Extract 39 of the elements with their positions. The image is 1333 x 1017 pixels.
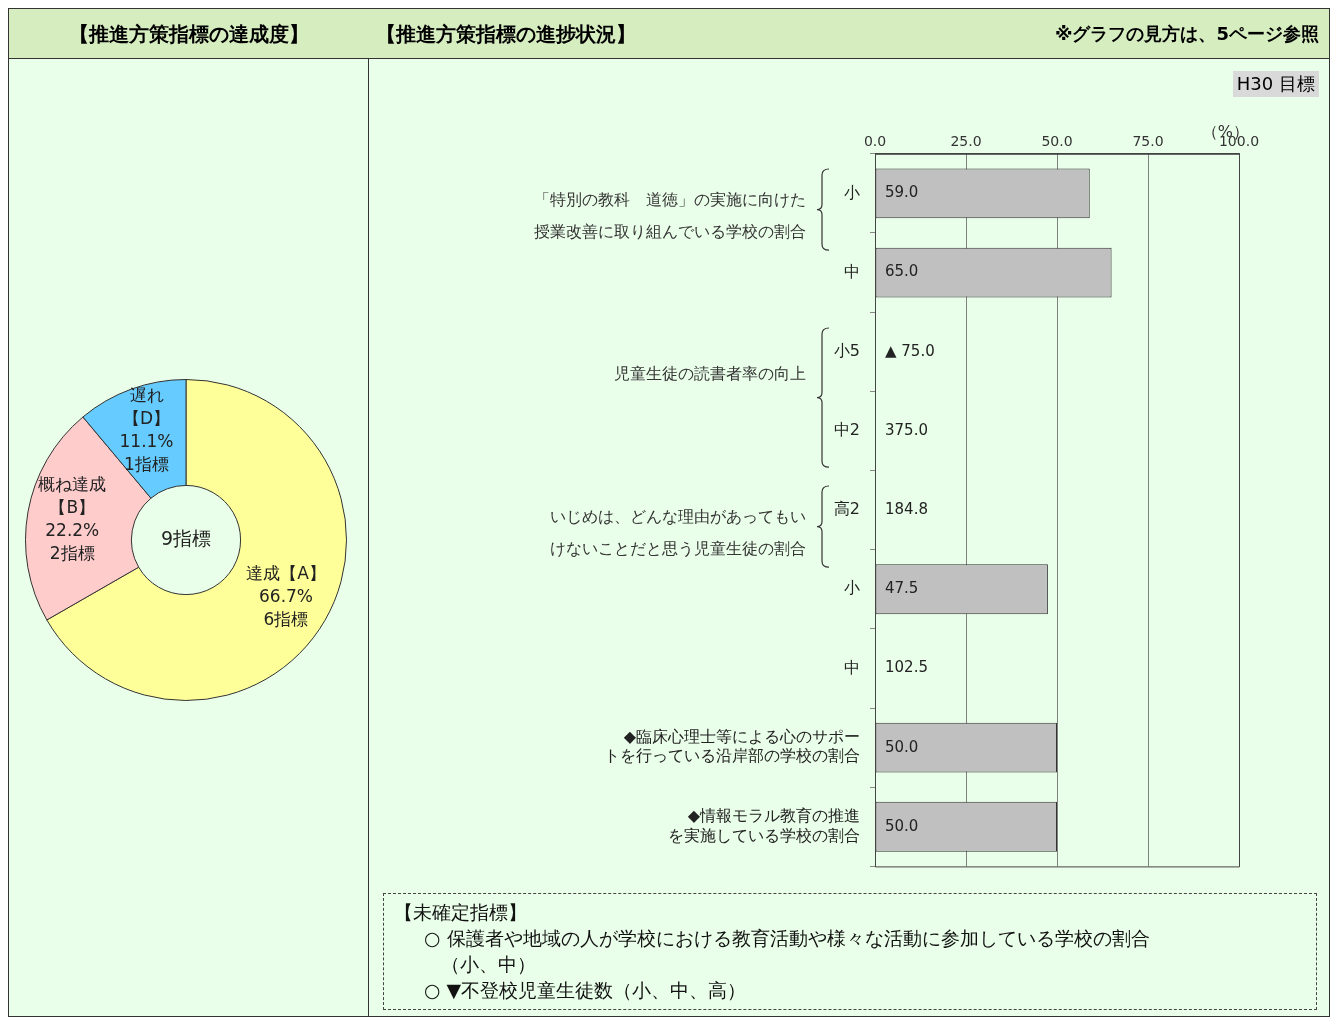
x-tick-label: 0.0 [863, 133, 887, 150]
x-tick-label: 75.0 [1132, 133, 1164, 150]
x-tick-label: 25.0 [950, 133, 982, 150]
data-label: 11.1% 1指標 [119, 431, 174, 475]
text: ○ ▼不登校児童生徒数（小、中、高） [423, 978, 748, 1003]
text: 【推進方策指標の進捗状況】 [376, 22, 636, 46]
slice-label: 達成【A】 [246, 563, 326, 584]
text: 児童生徒の読書者率の向上 [614, 364, 806, 384]
slice-label: 概ね達成【B】 [38, 473, 107, 517]
y-tick-label: ◆臨床心理士等による心のサポートを行っている沿岸部の学校の割合 [604, 727, 860, 766]
text: 184.8 [885, 499, 928, 518]
y-tick-label: 高2 [833, 499, 860, 519]
chart-title: 【推進方策指標の達成度】 [9, 9, 368, 59]
data-label: 22.2% 2指標 [45, 519, 100, 563]
x-tick-label: 50.0 [1041, 133, 1073, 150]
data-label: 50.0 [885, 816, 919, 835]
slice-label: 遅れ【D】 [122, 385, 171, 429]
y-tick-label: 小5 [833, 340, 860, 360]
text: ※グラフの見方は、5ページ参照 [1054, 22, 1319, 46]
y-tick-label: 中 [844, 657, 860, 677]
text: ○ 保護者や地域の人が学校における教育活動や様々な活動に参加している学校の割合（小、中） [423, 926, 1151, 977]
text: 102.5 [885, 658, 928, 677]
text: ▲ 75.0 [885, 341, 935, 360]
text: 【未確定指標】 [394, 900, 528, 925]
y-tick-label: 小 [844, 182, 860, 202]
text: いじめは、どんな理由があってもいけないことだと思う児童生徒の割合 [550, 506, 806, 558]
data-label: 50.0 [885, 737, 919, 756]
text: H30 目標 [1232, 71, 1319, 97]
data-label: 59.0 [885, 183, 919, 202]
y-tick-label: 小 [844, 578, 860, 598]
y-tick-label: 中2 [833, 420, 860, 440]
text: 375.0 [885, 420, 928, 439]
data-label: 66.7% 6指標 [258, 586, 313, 630]
text: 9指標 [160, 526, 212, 549]
data-label: 65.0 [885, 262, 919, 281]
text: 「特別の教科 道徳」の実施に向けた授業改善に取り組んでいる学校の割合 [534, 190, 806, 242]
y-tick-label: ◆情報モラル教育の推進を実施している学校の割合 [668, 806, 860, 845]
y-tick-label: 中 [844, 261, 860, 281]
data-label: 47.5 [885, 579, 919, 598]
